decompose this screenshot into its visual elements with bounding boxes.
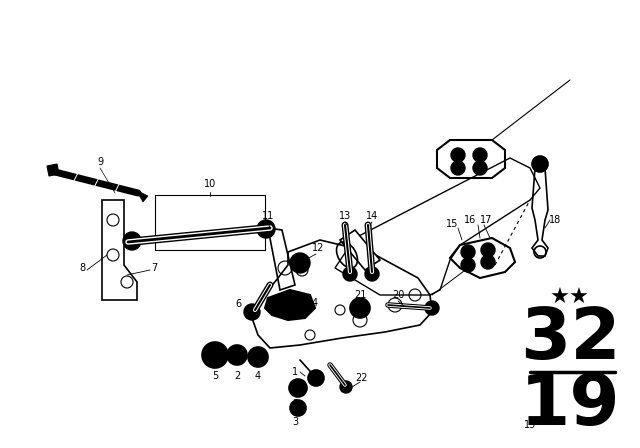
Circle shape (257, 220, 275, 238)
Polygon shape (136, 190, 148, 202)
Circle shape (227, 345, 247, 365)
Text: 10: 10 (204, 179, 216, 189)
Circle shape (208, 348, 222, 362)
Text: 2: 2 (292, 399, 298, 409)
Text: 13: 13 (339, 211, 351, 221)
Circle shape (461, 258, 475, 272)
Text: 2: 2 (234, 371, 240, 381)
Text: 9: 9 (97, 157, 103, 167)
Circle shape (282, 299, 298, 315)
Text: 12: 12 (312, 243, 324, 253)
Circle shape (451, 161, 465, 175)
Text: 4: 4 (255, 371, 261, 381)
Text: 21: 21 (354, 290, 366, 300)
Circle shape (244, 304, 260, 320)
Text: 17: 17 (480, 215, 492, 225)
Text: 3: 3 (292, 417, 298, 427)
Circle shape (290, 253, 310, 273)
Circle shape (350, 298, 370, 318)
Circle shape (532, 156, 548, 172)
Circle shape (289, 379, 307, 397)
Text: 6: 6 (235, 299, 241, 309)
Text: 8: 8 (79, 263, 85, 273)
Text: 15: 15 (446, 219, 458, 229)
Text: 20: 20 (392, 290, 404, 300)
Text: 16: 16 (464, 215, 476, 225)
Circle shape (343, 267, 357, 281)
Circle shape (202, 342, 228, 368)
Polygon shape (265, 290, 315, 320)
Circle shape (248, 347, 268, 367)
Circle shape (536, 160, 544, 168)
Polygon shape (340, 230, 380, 270)
Text: 14: 14 (366, 211, 378, 221)
Circle shape (290, 400, 306, 416)
Text: 1: 1 (292, 367, 298, 377)
Text: 7: 7 (151, 263, 157, 273)
Polygon shape (47, 164, 59, 176)
Circle shape (253, 352, 263, 362)
Text: 4: 4 (312, 298, 318, 308)
Circle shape (473, 161, 487, 175)
Text: 5: 5 (212, 371, 218, 381)
Circle shape (123, 232, 141, 250)
Text: 22: 22 (356, 373, 368, 383)
Text: 19: 19 (520, 370, 620, 439)
Text: ★★: ★★ (550, 288, 590, 308)
Circle shape (308, 370, 324, 386)
Circle shape (481, 255, 495, 269)
Text: 32: 32 (520, 306, 620, 375)
Text: 18: 18 (549, 215, 561, 225)
Circle shape (473, 148, 487, 162)
Text: 19: 19 (524, 420, 536, 430)
Circle shape (461, 245, 475, 259)
Text: 11: 11 (262, 211, 274, 221)
Circle shape (211, 351, 219, 359)
Circle shape (425, 301, 439, 315)
Circle shape (451, 148, 465, 162)
Circle shape (340, 381, 352, 393)
Circle shape (365, 267, 379, 281)
Circle shape (481, 243, 495, 257)
